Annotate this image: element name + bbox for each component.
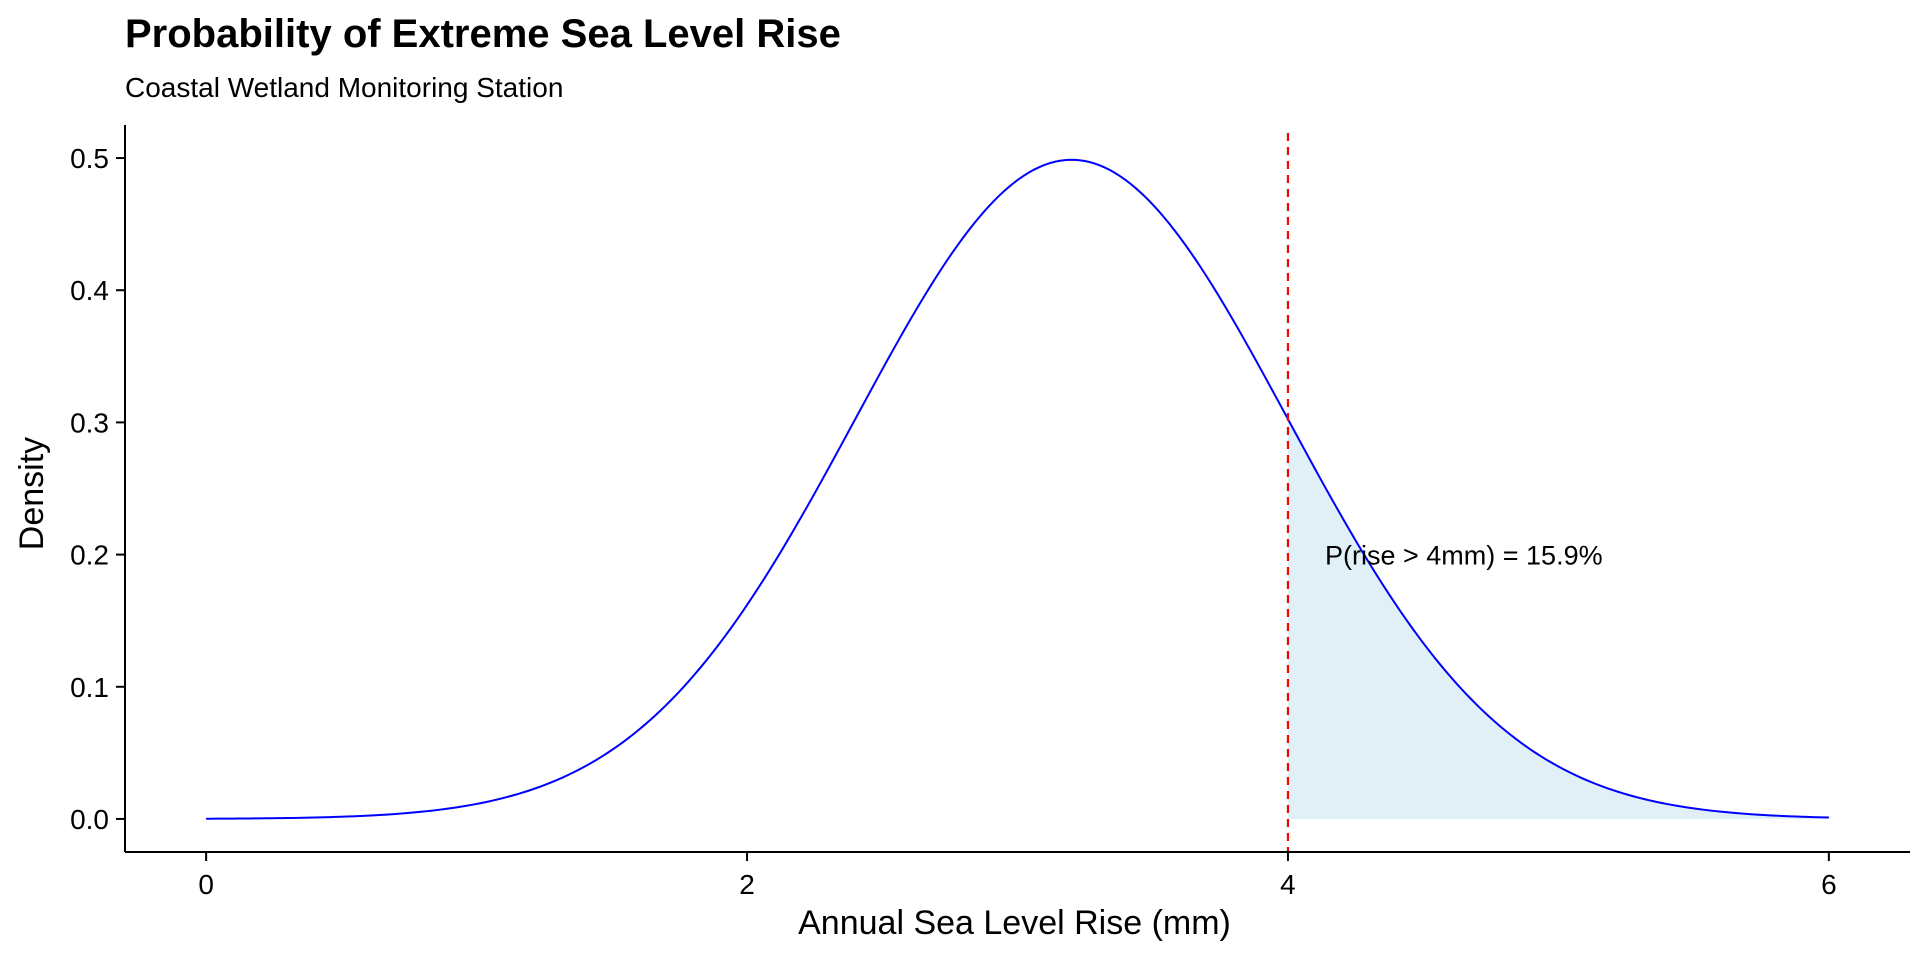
x-tick-label: 6 [1821,869,1837,900]
x-tick-label: 2 [739,869,755,900]
y-tick-label: 0.5 [70,143,109,174]
shaded-tail-area [1287,419,1829,819]
y-tick-label: 0.4 [70,275,109,306]
axes-layer: 0 2 4 6 0.0 0.1 0.2 0.3 0.4 0.5 Annual Sea Level R… [13,125,1910,942]
density-curve [206,158,1829,820]
y-axis-title: Density [13,437,51,550]
y-tick-label: 0.1 [70,672,109,703]
chart-subtitle: Coastal Wetland Monitoring Station [125,72,564,103]
density-curve-layer [206,158,1829,820]
y-tick-label: 0.2 [70,540,109,571]
x-tick-label: 0 [198,869,214,900]
x-axis-title: Annual Sea Level Rise (mm) [798,904,1231,942]
x-tick-label: 4 [1280,869,1296,900]
chart-title: Probability of Extreme Sea Level Rise [125,12,841,56]
probability-annotation: P(rise > 4mm) = 15.9% [1325,541,1603,571]
shaded-region-layer [1287,419,1829,819]
y-tick-label: 0.0 [70,804,109,835]
y-tick-label: 0.3 [70,407,109,438]
annotation-layer: P(rise > 4mm) = 15.9% [1325,541,1603,571]
